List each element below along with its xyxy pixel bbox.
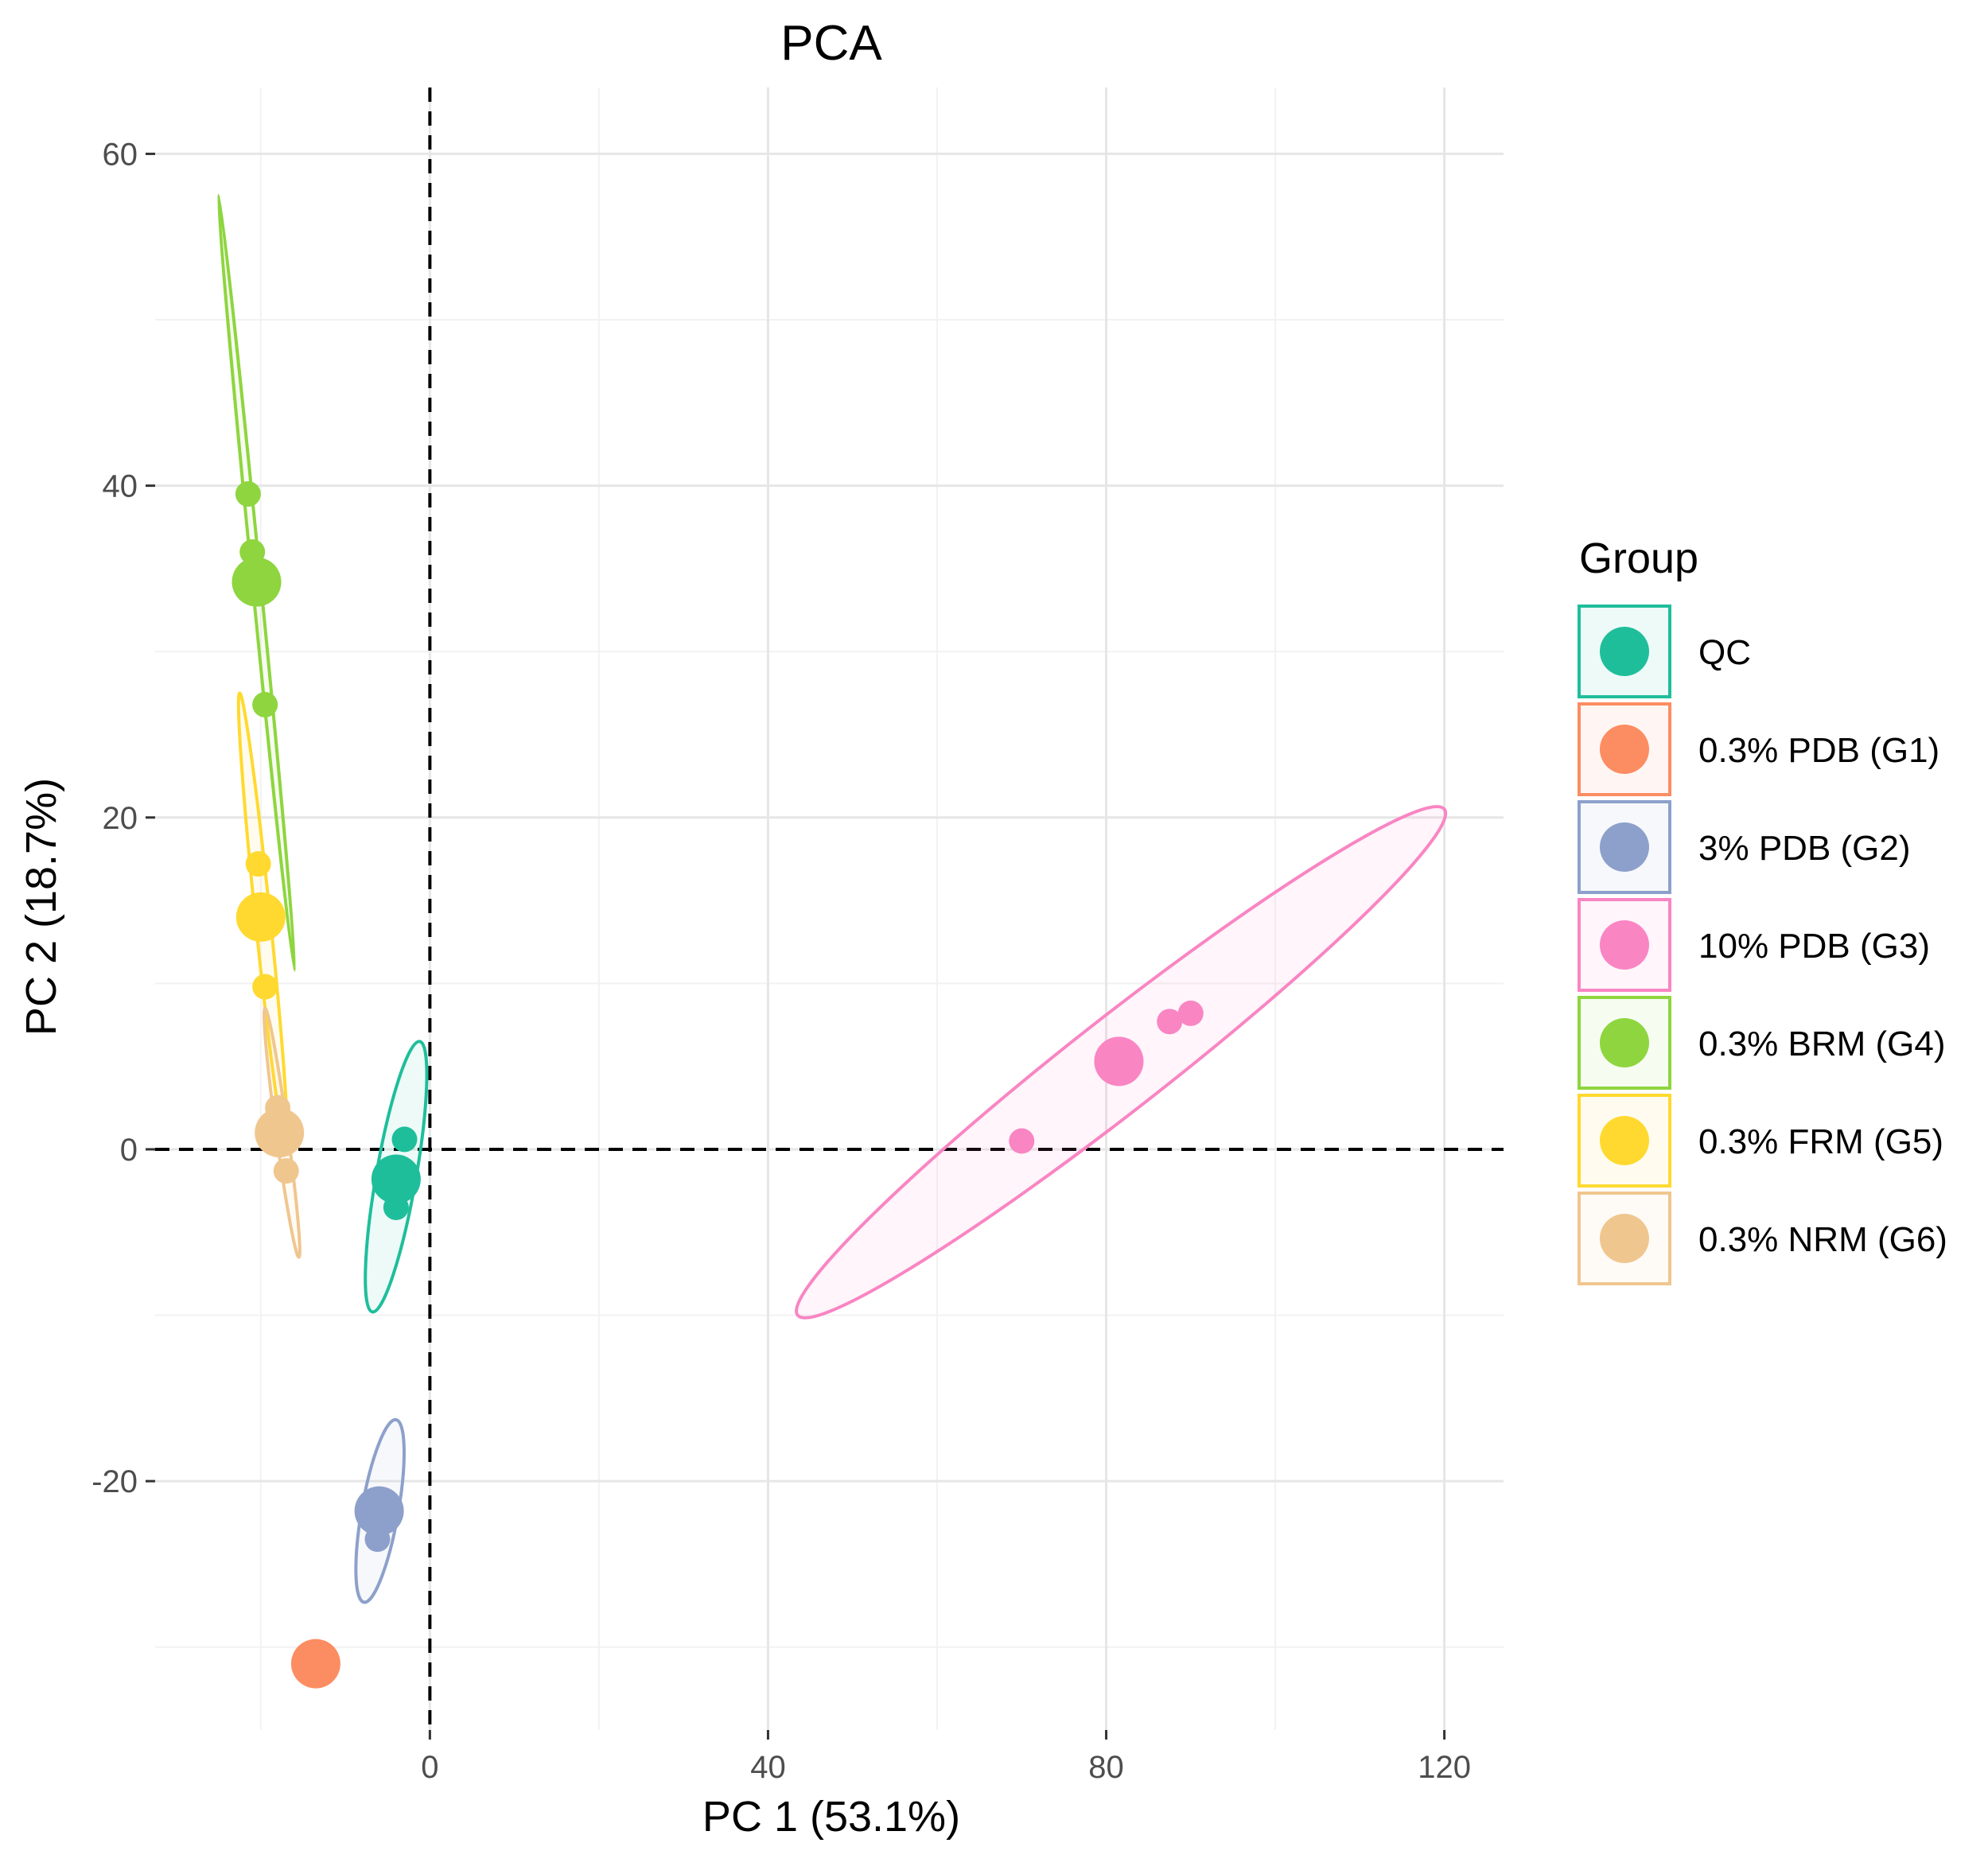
point-6-1 (273, 1158, 299, 1184)
legend-label-6: 0.3% NRM (G6) (1698, 1220, 1947, 1259)
point-0-0 (391, 1126, 418, 1153)
y-tick-label-1: 0 (120, 1133, 138, 1168)
legend-label-3: 10% PDB (G3) (1698, 927, 1930, 966)
legend-marker-5 (1600, 1116, 1649, 1165)
legend-label-4: 0.3% BRM (G4) (1698, 1024, 1946, 1063)
point-5-1 (252, 974, 278, 1000)
centroid-3 (1094, 1036, 1144, 1087)
y-tick-label-0: -20 (91, 1464, 138, 1499)
legend-marker-3 (1600, 920, 1649, 970)
centroid-1 (290, 1639, 340, 1689)
confidence-ellipses (216, 193, 1448, 1604)
legend-marker-2 (1600, 822, 1649, 872)
point-4-0 (235, 481, 261, 507)
legend-label-5: 0.3% FRM (G5) (1698, 1122, 1943, 1161)
y-tick-label-4: 60 (103, 137, 138, 172)
x-axis-title: PC 1 (53.1%) (702, 1793, 960, 1841)
centroid-6 (255, 1108, 305, 1158)
legend-marker-4 (1600, 1018, 1649, 1067)
centroid-0 (371, 1154, 421, 1204)
axes: 0 40 80 120 -20 0 20 40 60 (91, 137, 1471, 1785)
y-tick-label-2: 20 (103, 801, 138, 836)
point-5-0 (245, 851, 271, 877)
y-axis-title: PC 2 (18.7%) (18, 778, 65, 1036)
legend-title: Group (1579, 535, 1698, 582)
chart-title: PCA (780, 16, 882, 71)
legend-marker-0 (1600, 627, 1649, 676)
legend-label-0: QC (1698, 633, 1751, 672)
grid (155, 87, 1504, 1730)
data-points (231, 481, 1204, 1689)
legend-label-1: 0.3% PDB (G1) (1698, 731, 1939, 770)
x-tick-label-3: 120 (1418, 1750, 1471, 1785)
x-tick-label-0: 0 (421, 1750, 438, 1785)
centroid-5 (235, 892, 286, 942)
point-3-2 (1177, 1000, 1204, 1026)
y-tick-label-3: 40 (103, 469, 138, 504)
legend-marker-6 (1600, 1214, 1649, 1263)
point-3-0 (1009, 1128, 1035, 1154)
point-3-1 (1157, 1009, 1183, 1035)
legend: Group QC 0.3% PDB (G1) 3% PDB (G2) 10% PDB … (1578, 535, 1947, 1285)
centroid-4 (231, 557, 282, 607)
point-4-2 (252, 691, 278, 717)
x-tick-label-2: 80 (1088, 1750, 1124, 1785)
legend-marker-1 (1600, 725, 1649, 774)
x-tick-label-1: 40 (750, 1750, 786, 1785)
centroid-2 (354, 1486, 404, 1536)
legend-label-2: 3% PDB (G2) (1698, 829, 1911, 868)
